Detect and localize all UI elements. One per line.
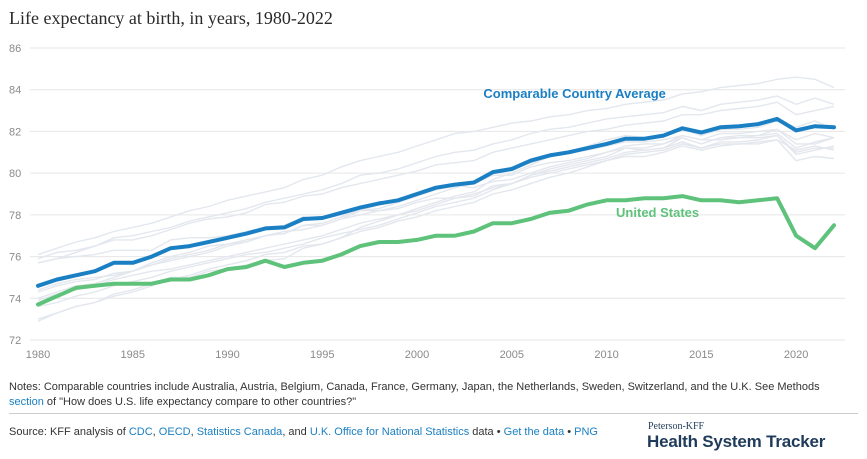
x-tick-label: 2005 bbox=[500, 349, 524, 361]
y-tick-label: 82 bbox=[9, 126, 21, 138]
comparable-country-line bbox=[37, 101, 835, 260]
comparable-country-line bbox=[37, 128, 835, 291]
x-tick-label: 1995 bbox=[310, 349, 334, 361]
comparable-country-line bbox=[37, 128, 835, 264]
x-tick-label: 1990 bbox=[215, 349, 239, 361]
y-tick-label: 72 bbox=[9, 335, 21, 347]
y-tick-label: 84 bbox=[9, 85, 21, 97]
x-tick-label: 2010 bbox=[594, 349, 618, 361]
brand-subtitle: Peterson-KFF bbox=[648, 421, 705, 432]
comparable-country-line bbox=[37, 139, 835, 302]
get-the-data-link[interactable]: Get the data bbox=[503, 426, 565, 438]
statistics-canada-link[interactable]: Statistics Canada bbox=[196, 426, 283, 438]
source-separator: • bbox=[564, 426, 575, 438]
series-line bbox=[36, 116, 836, 288]
y-tick-label: 80 bbox=[9, 168, 21, 180]
png-download-link[interactable]: PNG bbox=[574, 426, 598, 438]
comparable-country-line bbox=[37, 120, 835, 322]
comparable-country-line bbox=[37, 139, 835, 320]
oecd-link[interactable]: OECD bbox=[158, 426, 191, 438]
x-tick-label: 2000 bbox=[405, 349, 429, 361]
x-tick-label: 1980 bbox=[26, 349, 50, 361]
y-axis-ticks: 72 74 76 78 80 82 84 86 bbox=[9, 43, 21, 347]
notes-text-end: of "How does U.S. life expectancy compar… bbox=[43, 396, 357, 408]
x-tick-label: 1985 bbox=[121, 349, 145, 361]
x-tick-label: 2020 bbox=[784, 349, 808, 361]
methods-section-link[interactable]: section bbox=[9, 396, 44, 408]
footer-divider bbox=[9, 413, 858, 414]
series-label: Comparable Country Average bbox=[483, 86, 666, 101]
source-separator: data • bbox=[469, 426, 504, 438]
source-separator: , bbox=[152, 426, 159, 438]
y-tick-label: 86 bbox=[9, 43, 21, 55]
y-tick-label: 78 bbox=[9, 210, 21, 222]
chart-title: Life expectancy at birth, in years, 1980… bbox=[9, 8, 333, 28]
cdc-link[interactable]: CDC bbox=[128, 426, 153, 438]
chart-notes: Notes: Comparable countries include Aust… bbox=[9, 380, 829, 410]
series-line bbox=[36, 194, 836, 307]
y-tick-label: 74 bbox=[9, 293, 21, 305]
source-separator: , and bbox=[282, 426, 310, 438]
source-separator: , bbox=[190, 426, 197, 438]
y-tick-label: 76 bbox=[9, 252, 21, 264]
source-prefix: Source: KFF analysis of bbox=[9, 426, 129, 438]
series-annotations: Comparable Country Average United States bbox=[483, 86, 699, 220]
highlighted-series-lines bbox=[36, 116, 836, 307]
source-line: Source: KFF analysis of CDC, OECD, Stati… bbox=[9, 425, 609, 440]
comparable-country-line bbox=[37, 95, 835, 264]
comparable-country-line bbox=[37, 134, 834, 293]
notes-text: Notes: Comparable countries include Aust… bbox=[9, 381, 820, 393]
uk-ons-link[interactable]: U.K. Office for National Statistics bbox=[309, 426, 470, 438]
comparable-country-line bbox=[37, 76, 835, 256]
brand-logo-text: Health System Tracker bbox=[647, 432, 826, 451]
comparable-country-line bbox=[37, 132, 835, 299]
series-label: United States bbox=[616, 205, 699, 220]
x-tick-label: 2015 bbox=[689, 349, 713, 361]
x-axis-ticks: 1980 1985 1990 1995 2000 2005 2010 2015 2020 bbox=[26, 349, 809, 361]
